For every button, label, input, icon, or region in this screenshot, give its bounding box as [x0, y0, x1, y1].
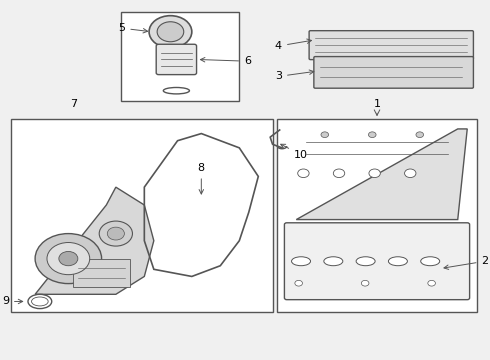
Polygon shape: [296, 129, 467, 220]
Circle shape: [99, 221, 132, 246]
Text: 5: 5: [118, 23, 147, 33]
Circle shape: [369, 169, 380, 177]
Circle shape: [47, 243, 90, 275]
Circle shape: [321, 132, 329, 138]
Circle shape: [157, 22, 184, 42]
Text: 6: 6: [200, 56, 251, 66]
FancyBboxPatch shape: [284, 223, 469, 300]
Bar: [11, 119, 272, 312]
Bar: [121, 12, 239, 102]
Text: 10: 10: [281, 144, 308, 159]
Circle shape: [107, 227, 124, 240]
Polygon shape: [35, 187, 154, 294]
Ellipse shape: [356, 257, 375, 266]
Bar: [277, 119, 477, 312]
Text: 2: 2: [444, 256, 489, 269]
Circle shape: [298, 169, 309, 177]
Text: 1: 1: [373, 99, 381, 109]
Circle shape: [333, 169, 345, 177]
Ellipse shape: [389, 257, 407, 266]
Circle shape: [361, 280, 369, 286]
Circle shape: [149, 16, 192, 48]
FancyBboxPatch shape: [156, 44, 196, 75]
FancyBboxPatch shape: [314, 57, 473, 88]
Text: 4: 4: [275, 39, 312, 51]
Ellipse shape: [421, 257, 440, 266]
Text: 8: 8: [198, 163, 205, 194]
Circle shape: [35, 234, 101, 284]
Circle shape: [405, 169, 416, 177]
Circle shape: [295, 280, 302, 286]
Circle shape: [59, 251, 78, 266]
Text: 9: 9: [2, 296, 23, 306]
FancyBboxPatch shape: [309, 31, 473, 60]
Bar: [73, 258, 130, 287]
Circle shape: [368, 132, 376, 138]
Circle shape: [416, 132, 423, 138]
Text: 7: 7: [71, 99, 77, 109]
Ellipse shape: [324, 257, 343, 266]
Ellipse shape: [292, 257, 311, 266]
Circle shape: [428, 280, 436, 286]
Text: 3: 3: [275, 70, 314, 81]
